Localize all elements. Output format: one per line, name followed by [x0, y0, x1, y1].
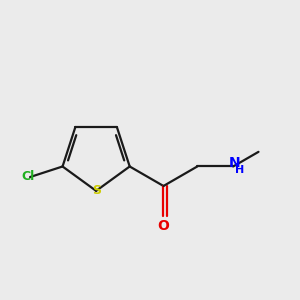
Text: N: N: [229, 156, 240, 170]
Text: S: S: [92, 184, 100, 197]
Text: Cl: Cl: [22, 170, 35, 183]
Text: H: H: [235, 165, 244, 175]
Text: O: O: [158, 219, 169, 233]
